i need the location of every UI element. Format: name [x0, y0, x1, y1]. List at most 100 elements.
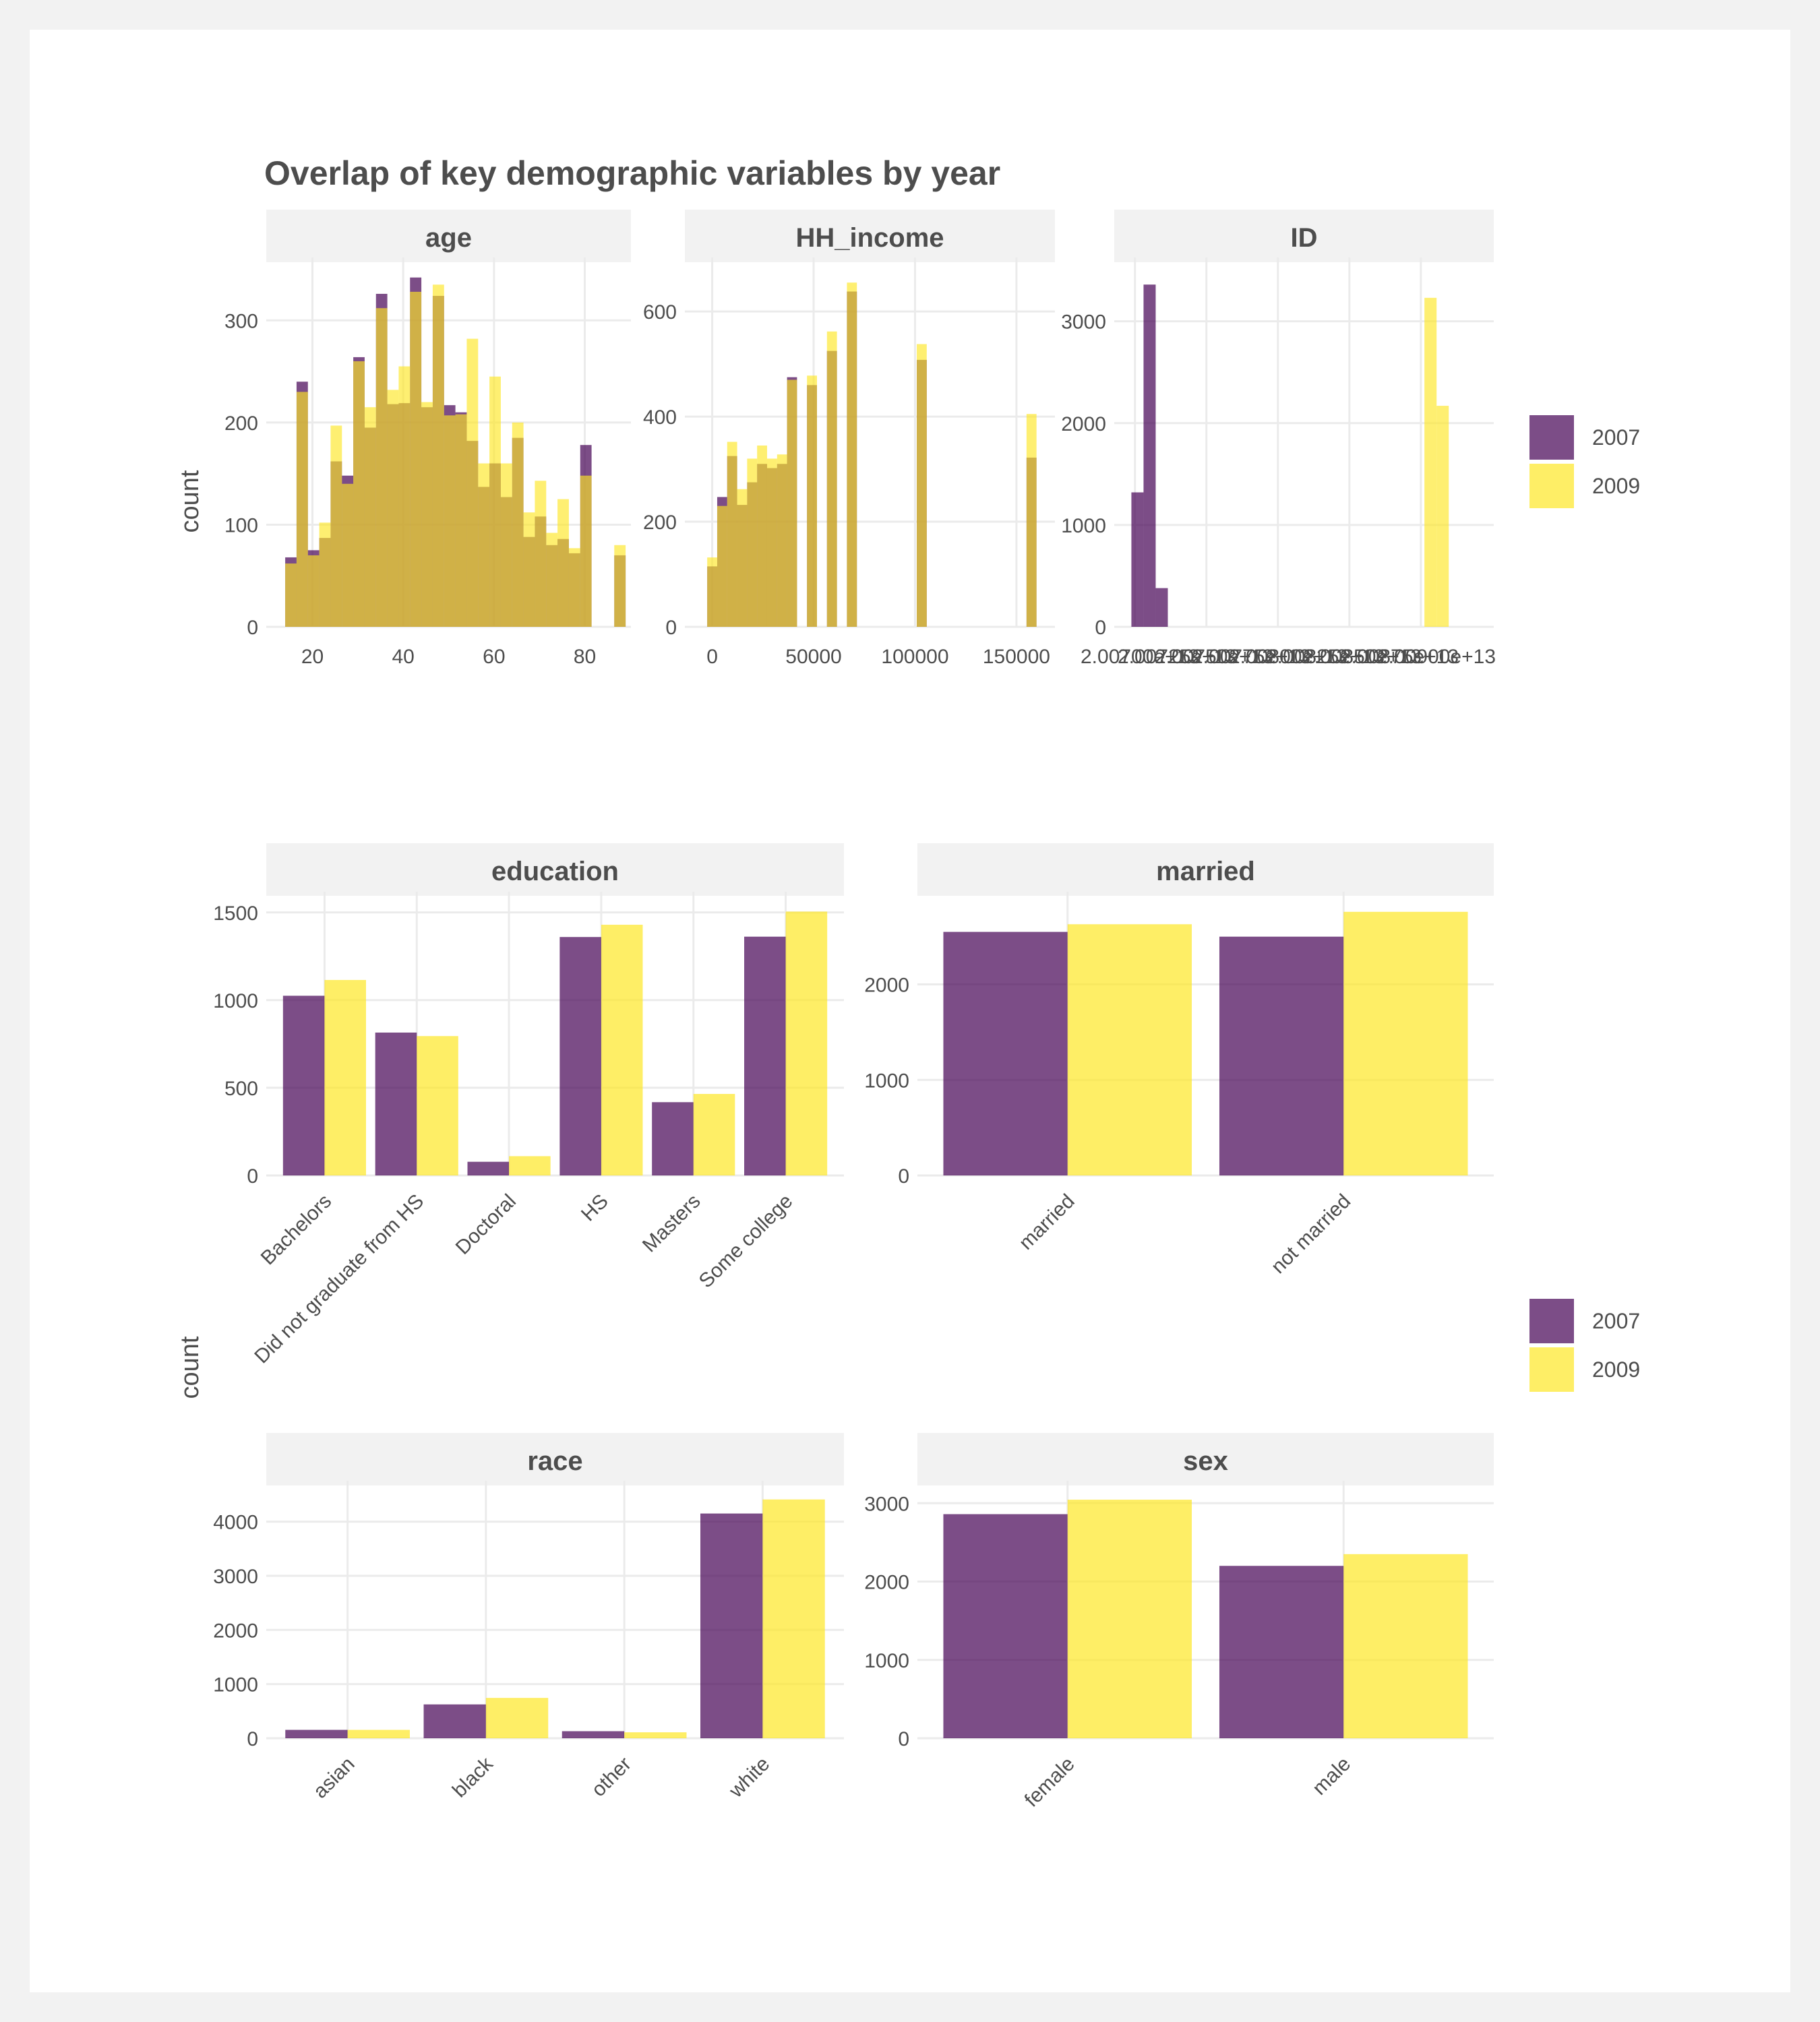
- bar-age-2009: [523, 512, 535, 627]
- y-tick-label: 2000: [864, 975, 909, 997]
- legend-key-2009: [1529, 1347, 1574, 1392]
- y-tick-label: 1000: [1061, 515, 1106, 537]
- x-tick-label: 2.00850e+13: [1303, 646, 1422, 668]
- x-tick-label: 60: [483, 646, 505, 668]
- bar-age-2009: [535, 481, 547, 627]
- x-tick-label: married: [1014, 1190, 1079, 1254]
- bar-age-2009: [489, 376, 501, 627]
- bar-education-2009: [785, 911, 828, 1175]
- bar-age-2009: [478, 463, 490, 627]
- bar-age-2009: [330, 425, 342, 627]
- y-tick-label: 3000: [864, 1493, 909, 1515]
- bar-age-2009: [444, 415, 456, 627]
- bar-race-2007: [700, 1513, 763, 1738]
- bar-age-2009: [285, 563, 297, 627]
- y-tick-label: 0: [247, 617, 258, 639]
- bar-HH_income-2009: [826, 331, 837, 627]
- y-tick-label: 3000: [1061, 311, 1106, 334]
- bar-education-2007: [375, 1032, 417, 1175]
- bar-education-2007: [652, 1102, 694, 1175]
- bar-ID-2007: [1131, 492, 1144, 627]
- y-tick-label: 1500: [213, 902, 258, 925]
- bar-age-2009: [546, 532, 558, 627]
- bar-race-2009: [624, 1732, 687, 1738]
- y-tick-label: 500: [224, 1078, 258, 1100]
- y-tick-label: 1000: [213, 1674, 258, 1696]
- x-tick-label: Masters: [638, 1190, 705, 1257]
- bar-ID-2007: [1143, 284, 1156, 627]
- x-tick-label: 2.00800e+13: [1229, 646, 1347, 668]
- chart-figure: Overlap of key demographic variables by …: [176, 154, 1640, 1812]
- x-tick-label: HS: [577, 1190, 613, 1226]
- y-tick-label: 200: [224, 412, 258, 435]
- bar-ID-2009: [1436, 406, 1449, 627]
- legend-key-2007: [1529, 1299, 1574, 1343]
- bar-HH_income-2009: [727, 441, 737, 627]
- bar-education-2009: [509, 1156, 551, 1175]
- strip-label-age: age: [425, 223, 472, 253]
- y-tick-label: 0: [898, 1728, 909, 1750]
- x-tick-label: male: [1308, 1753, 1355, 1800]
- y-tick-label: 600: [643, 301, 677, 324]
- x-tick-label: 2.00750e+13: [1155, 646, 1273, 668]
- bar-education-2009: [324, 979, 366, 1175]
- strip-label-race: race: [527, 1446, 582, 1476]
- panel-race: race 0 1000 2000 3000 4000 asian black other whit…: [213, 1433, 844, 1803]
- legend: 2007 2009: [1529, 415, 1640, 508]
- y-tick-label: 400: [643, 406, 677, 429]
- bar-age-2009: [353, 361, 365, 627]
- y-tick-label: 0: [247, 1728, 258, 1750]
- x-tick-label: 2.00825e+13: [1266, 646, 1385, 668]
- y-tick-label: 0: [247, 1165, 258, 1188]
- bar-age-2009: [421, 402, 433, 627]
- strip-label-HH_income: HH_income: [795, 223, 944, 253]
- bar-married-2007: [943, 931, 1068, 1175]
- strip-ID: [1114, 210, 1494, 262]
- bar-race-2007: [285, 1729, 348, 1738]
- bar-HH_income-2009: [717, 506, 727, 627]
- legend-key-2007: [1529, 415, 1574, 460]
- bar-HH_income-2009: [766, 458, 777, 627]
- chart-card: Overlap of key demographic variables by …: [30, 30, 1790, 1992]
- strip-label-ID: ID: [1291, 223, 1318, 253]
- y-tick-label: 0: [1095, 617, 1106, 639]
- bar-sex-2009: [1343, 1554, 1468, 1738]
- y-axis-title: count: [176, 470, 204, 532]
- bar-HH_income-2009: [707, 557, 717, 627]
- legend-label: 2009: [1592, 474, 1640, 498]
- y-tick-label: 2000: [1061, 413, 1106, 435]
- bar-age-2009: [455, 414, 467, 627]
- legend-label: 2007: [1592, 1309, 1640, 1333]
- bar-ID-2009: [1424, 297, 1437, 627]
- x-tick-label: Some college: [695, 1190, 797, 1293]
- y-axis-title: count: [176, 1336, 204, 1399]
- bar-age-2009: [342, 483, 354, 627]
- bar-age-2009: [398, 366, 411, 627]
- bar-HH_income-2009: [847, 282, 857, 627]
- panel-HH_income: HH_income 0 200 400 600 0 50000 100000 150000: [643, 210, 1055, 668]
- bar-sex-2009: [1067, 1500, 1192, 1738]
- strip-label-married: married: [1156, 857, 1255, 886]
- bar-age-2009: [568, 548, 580, 627]
- x-tick-label: 2.00875e+13: [1340, 646, 1459, 668]
- y-tick-label: 0: [665, 617, 677, 639]
- x-tick-label: asian: [309, 1753, 359, 1803]
- bar-married-2009: [1343, 911, 1468, 1175]
- strip-married: [917, 843, 1494, 896]
- y-tick-label: 0: [898, 1165, 909, 1188]
- bar-sex-2007: [943, 1514, 1068, 1738]
- x-tick-label: 2.00725e+13: [1118, 646, 1236, 668]
- bar-education-2007: [467, 1161, 510, 1175]
- y-tick-label: 1000: [864, 1650, 909, 1672]
- bar-age-2009: [557, 499, 569, 627]
- strip-education: [266, 843, 844, 896]
- x-tick-label: 80: [574, 646, 596, 668]
- bar-age-2009: [319, 522, 331, 627]
- bar-age-2009: [387, 390, 399, 627]
- x-tick-label: other: [587, 1753, 636, 1802]
- y-tick-label: 1000: [864, 1070, 909, 1092]
- x-tick-label: 2.00700e+13: [1081, 646, 1199, 668]
- x-tick-label: 2.00900e+13: [1377, 646, 1496, 668]
- y-tick-label: 1000: [213, 990, 258, 1012]
